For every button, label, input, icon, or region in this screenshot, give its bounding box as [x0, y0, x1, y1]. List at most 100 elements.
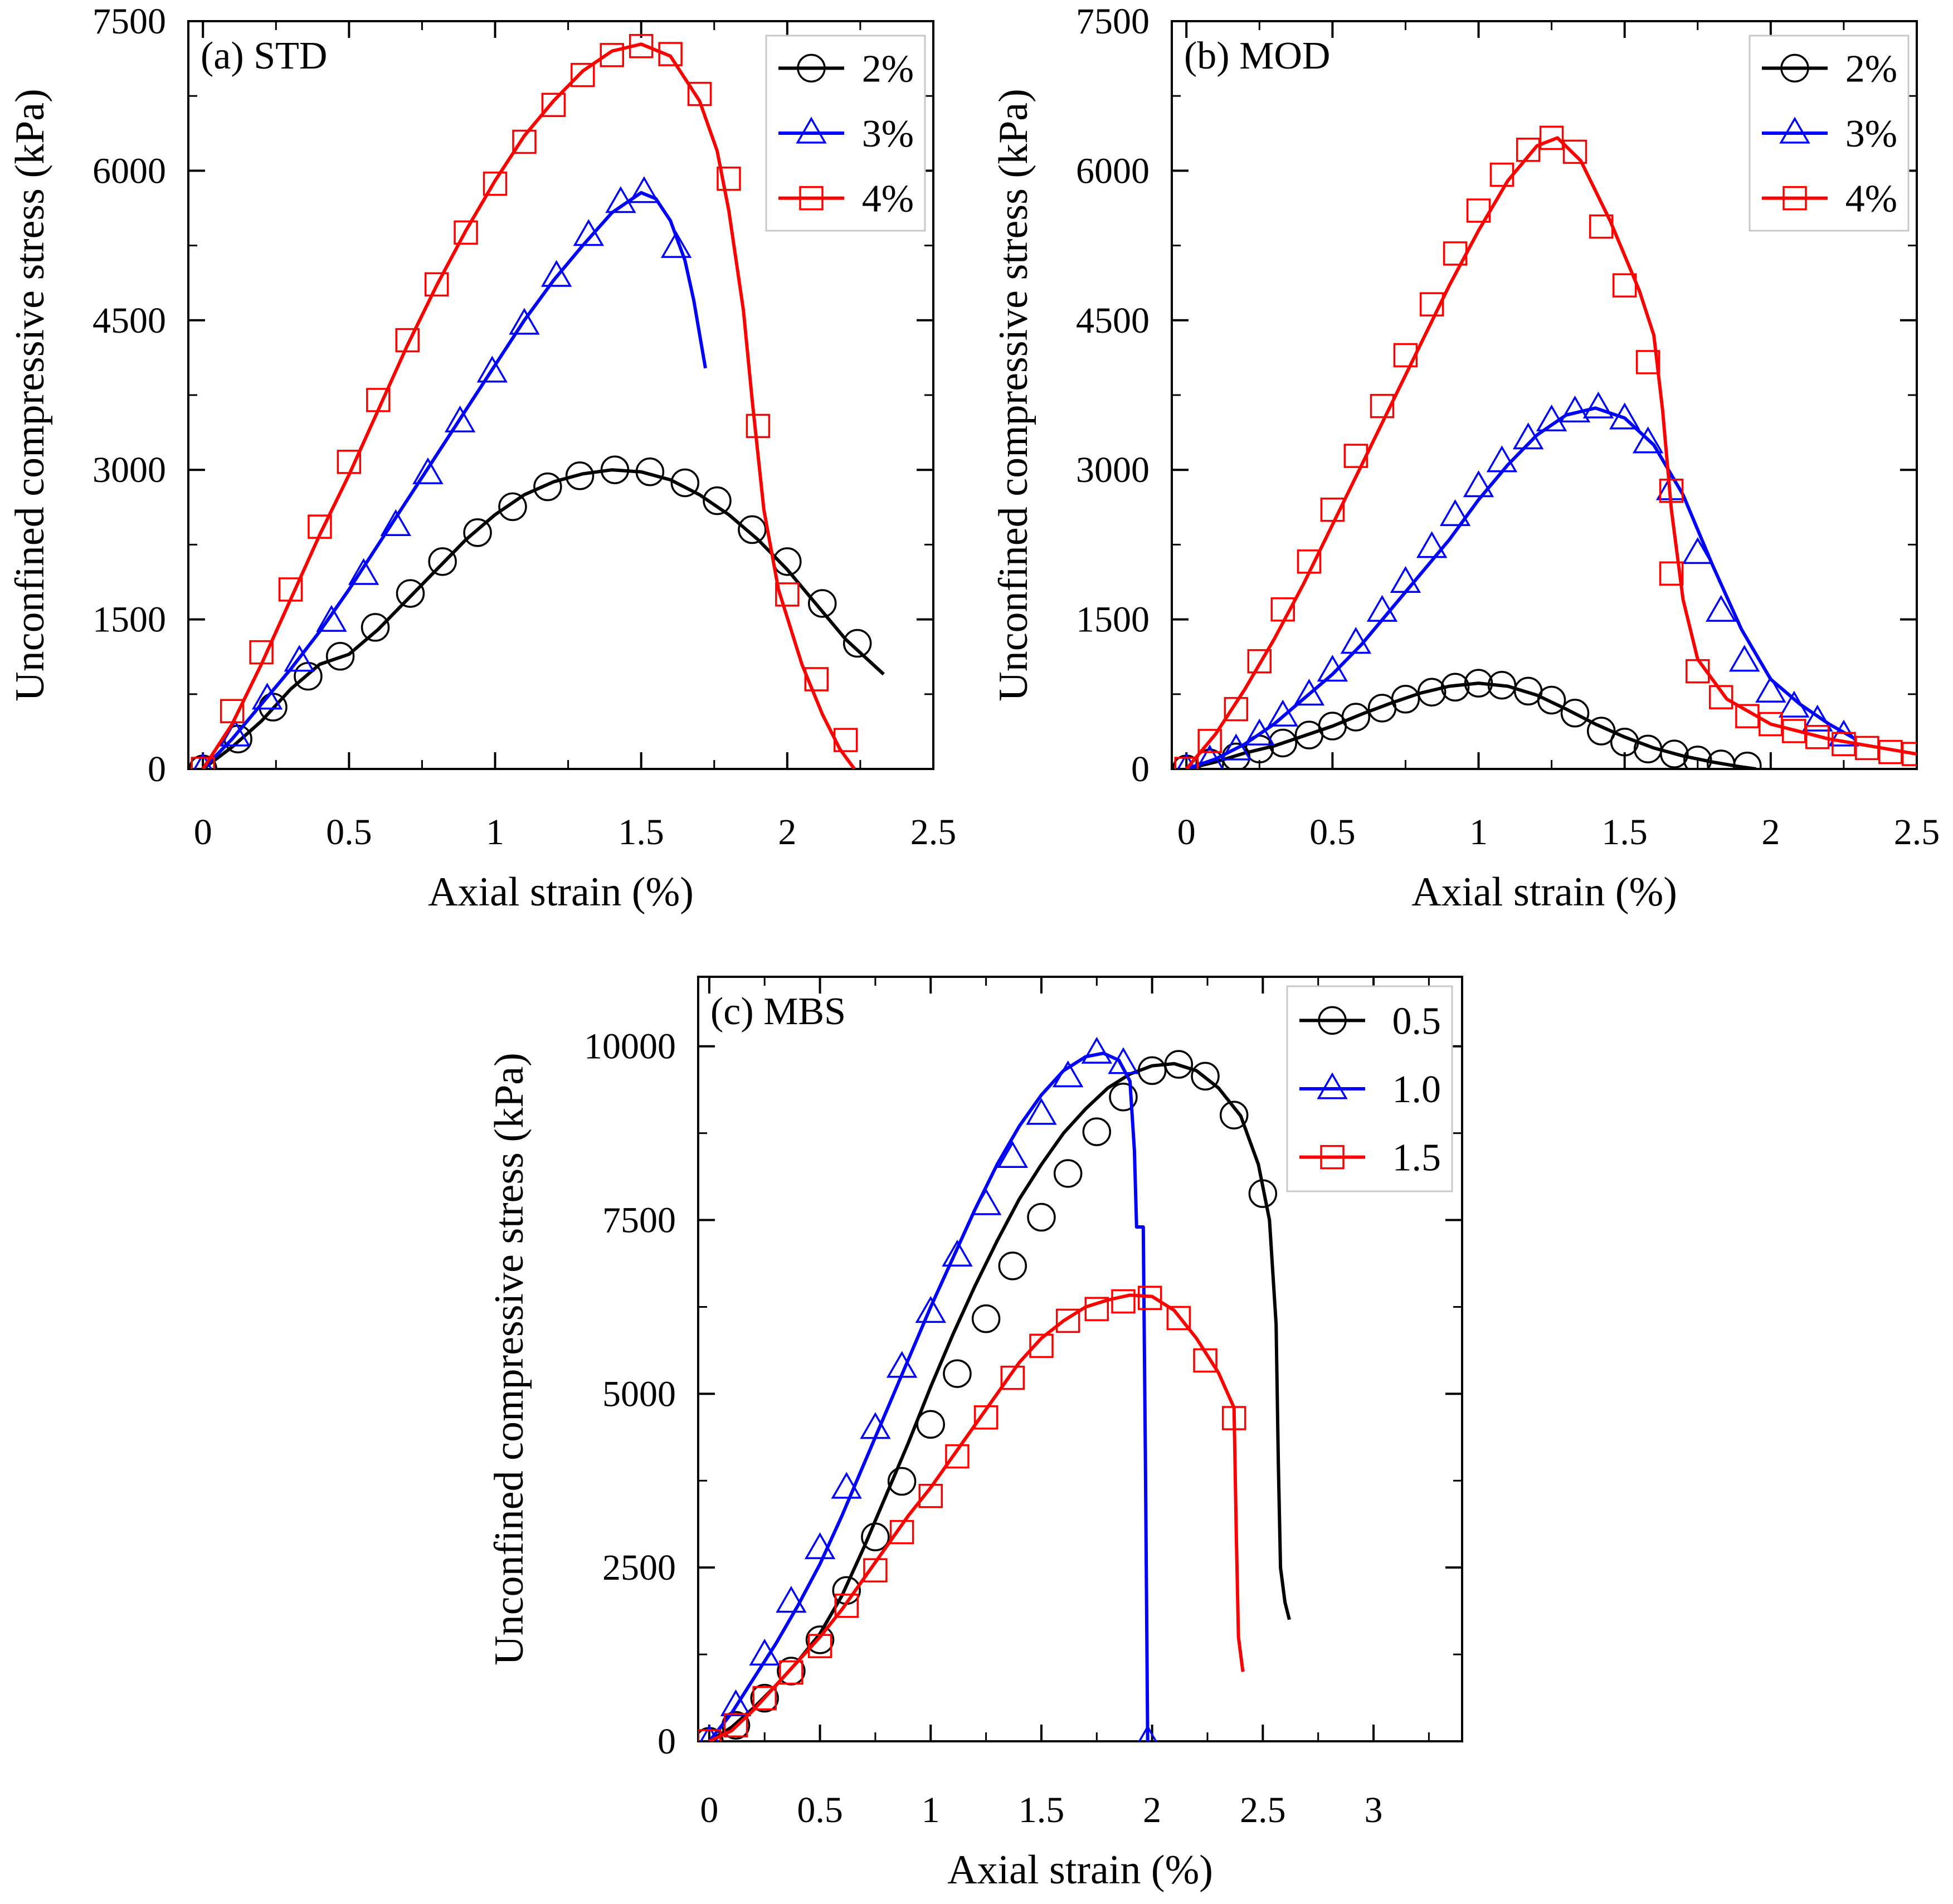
data-point-triangle — [660, 231, 692, 258]
data-point-square — [1902, 742, 1917, 766]
data-point-square — [1343, 444, 1368, 468]
data-point-circle — [1391, 684, 1420, 714]
data-point-triangle — [1317, 655, 1348, 682]
data-point-square — [1197, 729, 1222, 753]
data-point-square — [249, 640, 274, 665]
x-tick-label: 1.5 — [618, 812, 664, 853]
data-point-triangle — [540, 260, 572, 287]
data-point-triangle — [1559, 395, 1591, 423]
x-tick-label: 0 — [194, 812, 212, 853]
data-point-circle — [361, 613, 390, 642]
y-tick-label: 7500 — [92, 1, 166, 42]
data-point-square — [834, 1594, 859, 1618]
x-tick-label: 0 — [1177, 812, 1196, 853]
data-point-circle — [1464, 669, 1493, 698]
data-point-circle — [635, 457, 665, 486]
data-point-square — [1111, 1289, 1136, 1314]
data-point-circle — [600, 455, 630, 484]
data-point-circle — [1027, 1202, 1056, 1232]
legend-marker-circle — [1318, 1006, 1347, 1035]
plot-frame — [697, 976, 1463, 1742]
data-point-circle — [1660, 739, 1689, 768]
data-point-triangle — [970, 1188, 1002, 1215]
data-point-triangle — [1293, 679, 1325, 706]
data-point-square — [746, 413, 771, 439]
data-point-square — [454, 220, 478, 245]
data-point-square — [395, 328, 420, 353]
data-point-triangle — [348, 558, 379, 585]
data-point-triangle — [1390, 566, 1421, 593]
y-tick-label: 4500 — [92, 300, 166, 341]
data-point-circle — [750, 1683, 779, 1713]
data-point-triangle — [1512, 422, 1544, 450]
series-line-2pct — [202, 468, 885, 769]
data-point-square — [1782, 719, 1806, 743]
legend-marker-triangle — [1317, 1072, 1348, 1099]
data-point-circle — [325, 642, 355, 671]
data-point-circle — [1248, 1179, 1278, 1208]
data-point-triangle — [1705, 595, 1737, 622]
data-point-square — [973, 1405, 999, 1430]
data-point-triangle — [1728, 645, 1760, 672]
plot-area — [698, 1036, 1291, 1741]
data-point-triangle — [886, 1351, 918, 1378]
data-point-triangle — [1582, 391, 1614, 418]
data-point-square — [629, 33, 654, 59]
data-point-triangle — [1632, 426, 1664, 454]
legend-label: 3% — [1845, 113, 1897, 155]
data-point-triangle — [284, 645, 315, 672]
data-point-circle — [1137, 1056, 1167, 1085]
data-point-square — [1612, 273, 1637, 298]
data-point-circle — [1082, 1117, 1112, 1146]
legend-label: 4% — [1845, 178, 1897, 221]
data-point-circle — [1610, 727, 1639, 757]
data-point-square — [337, 450, 362, 474]
x-tick-label: 1 — [922, 1790, 940, 1830]
data-point-triangle — [720, 1689, 752, 1717]
data-point-circle — [1109, 1083, 1138, 1112]
legend-label: 0.5 — [1392, 1000, 1441, 1043]
data-point-triangle — [605, 186, 636, 213]
series-line-3pct — [202, 191, 707, 769]
x-tick-label: 1 — [1469, 812, 1488, 853]
data-point-circle — [1537, 685, 1566, 715]
series-line-1-0 — [708, 1051, 1150, 1741]
data-point-triangle — [316, 605, 347, 632]
panel-title: (c) MBS — [710, 990, 846, 1033]
plot-area — [1172, 125, 1917, 769]
x-axis-label: Axial strain (%) — [947, 1847, 1213, 1893]
data-point-square — [483, 171, 508, 196]
data-point-square — [424, 272, 449, 297]
data-point-square — [723, 1713, 748, 1738]
data-point-square — [1000, 1365, 1025, 1390]
data-point-circle — [670, 468, 700, 498]
data-point-triangle — [193, 752, 213, 769]
data-point-triangle — [1755, 675, 1786, 703]
series-line-4pct — [201, 42, 856, 769]
data-point-square — [687, 81, 712, 106]
data-point-triangle — [1366, 595, 1398, 622]
data-point-circle — [1417, 678, 1447, 707]
legend-label: 1.5 — [1392, 1137, 1441, 1180]
data-point-triangle — [1026, 1098, 1057, 1125]
data-point-square — [1562, 139, 1587, 164]
data-point-triangle — [1052, 1060, 1084, 1088]
data-point-triangle — [749, 1638, 780, 1666]
data-point-circle — [533, 472, 562, 501]
data-point-square — [1419, 292, 1444, 316]
data-point-triangle — [997, 1141, 1029, 1168]
data-point-triangle — [1177, 752, 1196, 769]
legend-marker-triangle — [1779, 116, 1810, 144]
data-point-circle — [1053, 1159, 1083, 1188]
data-point-triangle — [915, 1296, 946, 1323]
data-point-circle — [971, 1304, 1001, 1333]
y-tick-label: 2500 — [602, 1547, 676, 1588]
data-point-square — [1297, 549, 1322, 574]
legend-label: 2% — [1845, 47, 1897, 90]
data-point-circle — [1733, 751, 1762, 769]
data-point-triangle — [1779, 690, 1810, 718]
x-tick-label: 1.5 — [1019, 1790, 1065, 1830]
panel-c: 0 2500 5000 7500 10000 0 0.5 1 1.5 2 2.5 3 Axial str… — [486, 976, 1463, 1893]
data-point-square — [1759, 712, 1783, 737]
data-point-square — [807, 1634, 832, 1658]
